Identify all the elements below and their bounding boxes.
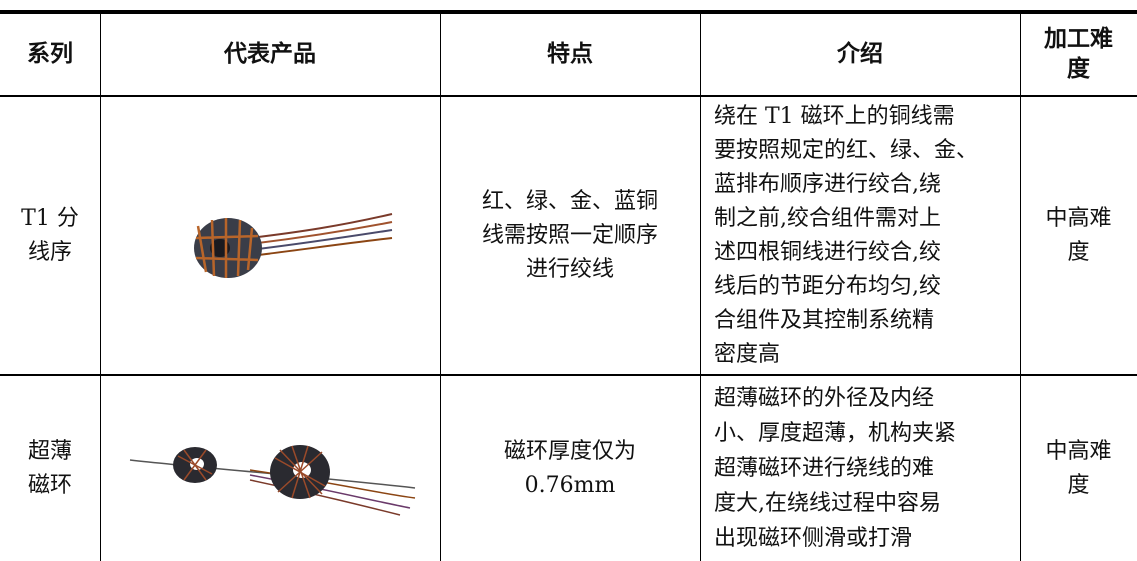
table-cell: 代表产品	[100, 12, 440, 95]
cell-text: 绕在 T1 磁环上的铜线需	[714, 103, 955, 129]
cell-text: T1 分	[21, 205, 79, 231]
top-rule	[0, 10, 1137, 14]
cell-text: 介绍	[837, 40, 883, 67]
cell-text: 加工难	[1044, 25, 1113, 52]
cell-text: 进行绞线	[525, 256, 614, 282]
cell-text: 要按照规定的红、绿、金、	[714, 137, 979, 163]
cell-text: 线后的节距分布均匀,绞	[714, 273, 941, 299]
cell-text: 系列	[27, 40, 73, 67]
cell-text: 述四根铜线进行绞合,绞	[714, 239, 941, 265]
cell-text: 合组件及其控制系统精	[714, 307, 935, 333]
column-rule	[100, 12, 101, 561]
table-cell: 中高难度	[1020, 97, 1137, 374]
row-rule	[0, 374, 1137, 376]
cell-text: 超薄	[27, 438, 72, 464]
table-cell: 系列	[0, 12, 100, 95]
cell-text: 密度高	[714, 341, 781, 367]
column-rule	[700, 12, 701, 561]
cell-text: 制之前,绞合组件需对上	[714, 205, 941, 231]
table-cell: 红、绿、金、蓝铜 线需按照一定顺序 进行绞线	[440, 97, 700, 374]
product-photo-ultra-thin	[129, 445, 416, 516]
cell-text: 超薄磁环进行绕线的难	[714, 456, 935, 481]
cell-text: 中高难	[1045, 438, 1112, 464]
cell-text: 度	[1067, 239, 1090, 265]
cell-text: 小、厚度超薄，机构夹紧	[714, 421, 957, 446]
table-cell: 加工难度	[1020, 12, 1137, 95]
cell-text: 特点	[547, 40, 593, 67]
cell-text: 出现磁环侧滑或打滑	[714, 526, 913, 551]
cell-text: 红、绿、金、蓝铜	[481, 188, 658, 214]
cell-text: 蓝排布顺序进行绞合,绕	[714, 171, 941, 197]
cell-text: 中高难	[1045, 205, 1112, 231]
table-cell: T1 分线序	[0, 97, 100, 374]
cell-text: 超薄磁环的外径及内经	[714, 386, 935, 411]
table-cell: 超薄 磁环	[0, 376, 100, 561]
header-rule	[0, 95, 1137, 97]
product-photo-t1	[194, 213, 393, 278]
table-cell: 特点	[440, 12, 700, 95]
cell-text: 磁环厚度仅为	[503, 438, 636, 464]
cell-text: 度	[1067, 55, 1090, 82]
column-rule	[1020, 12, 1021, 561]
cell-text: 磁环	[27, 472, 72, 498]
cell-text: 0.76mm	[524, 472, 616, 498]
table-cell: 磁环厚度仅为 0.76mm	[440, 376, 700, 561]
column-rule	[440, 12, 441, 561]
cell-text: 代表产品	[224, 40, 316, 67]
cell-text: 线需按照一定顺序	[481, 222, 658, 248]
cell-text: 度	[1067, 472, 1090, 498]
table-cell: 介绍	[700, 12, 1020, 95]
table-cell: 超薄磁环的外径及内经 小、厚度超薄，机构夹紧 超薄磁环进行绕线的难 度大,在绕线过程中…	[700, 376, 1020, 561]
cell-text: 线序	[27, 239, 72, 265]
table-cell: 中高难度	[1020, 376, 1137, 561]
table-cell: 绕在 T1 磁环上的铜线需 要按照规定的红、绿、金、 蓝排布顺序进行绞合,绕 制之前,…	[700, 97, 1020, 374]
cell-text: 度大,在绕线过程中容易	[714, 491, 941, 516]
